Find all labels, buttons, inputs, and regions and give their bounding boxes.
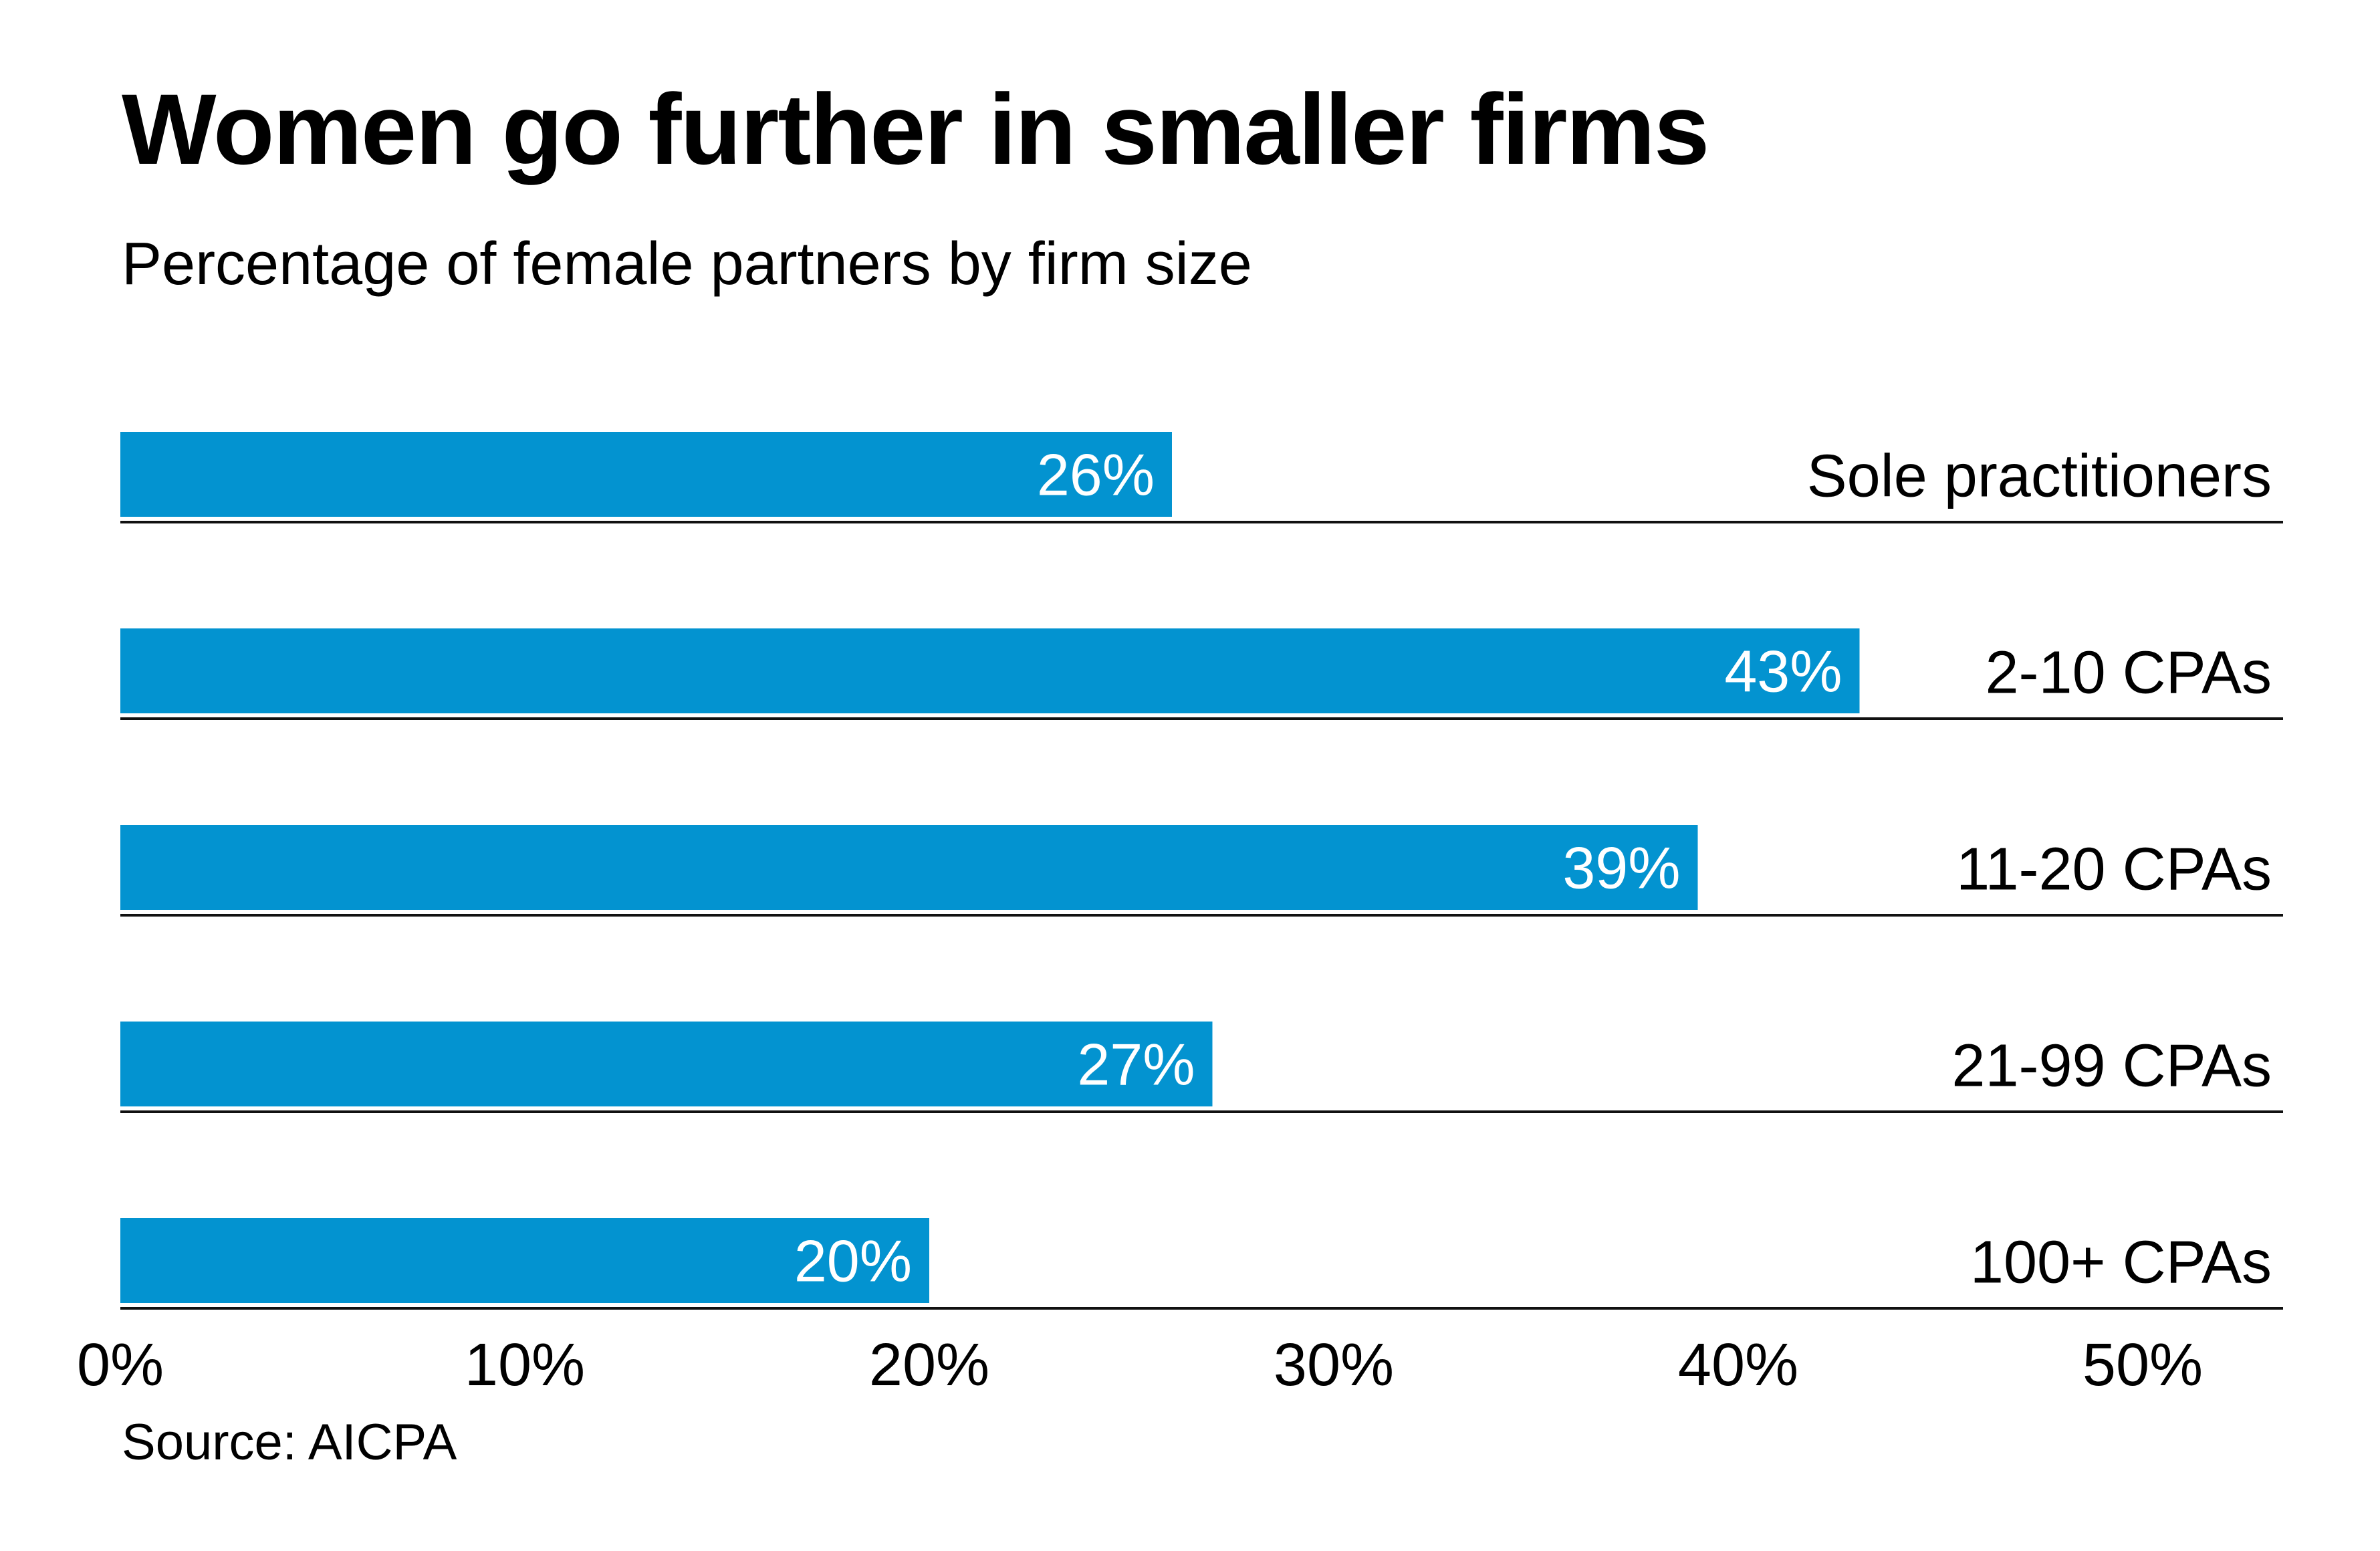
bar-row: 20% 100+ CPAs	[120, 1218, 2283, 1310]
chart-subtitle: Percentage of female partners by firm si…	[122, 231, 1252, 297]
bar-row: 43% 2-10 CPAs	[120, 628, 2283, 720]
bar	[120, 1218, 929, 1303]
bar	[120, 825, 1698, 910]
x-tick-label: 30%	[1274, 1332, 1394, 1399]
bar-value-label: 20%	[794, 1228, 912, 1294]
bar-value-label: 39%	[1562, 835, 1680, 901]
category-label: 21-99 CPAs	[1951, 1033, 2272, 1100]
bar-value-label: 27%	[1077, 1032, 1195, 1098]
bar-value-label: 26%	[1037, 442, 1155, 508]
category-label: 2-10 CPAs	[1985, 640, 2272, 707]
chart-title: Women go further in smaller firms	[122, 73, 1709, 185]
category-label: Sole practitioners	[1807, 443, 2272, 510]
x-tick-label: 10%	[465, 1332, 585, 1399]
category-label: 100+ CPAs	[1970, 1229, 2272, 1296]
bar	[120, 628, 1860, 713]
bar-value-label: 43%	[1724, 638, 1842, 705]
bar-row: 26% Sole practitioners	[120, 432, 2283, 523]
bar-row: 39% 11-20 CPAs	[120, 825, 2283, 917]
bars-layer: 26% Sole practitioners 43% 2-10 CPAs 39% 11-2…	[120, 432, 2283, 1310]
x-tick-label: 50%	[2082, 1332, 2203, 1399]
x-tick-label: 0%	[77, 1332, 164, 1399]
source-note: Source: AICPA	[122, 1414, 457, 1471]
x-tick-label: 20%	[869, 1332, 989, 1399]
bar	[120, 1022, 1213, 1106]
category-label: 11-20 CPAs	[1956, 836, 2272, 903]
bar	[120, 432, 1172, 517]
x-axis-ticks: 0% 10% 20% 30% 40% 50%	[77, 1332, 2203, 1399]
bar-row: 27% 21-99 CPAs	[120, 1022, 2283, 1113]
x-tick-label: 40%	[1678, 1332, 1798, 1399]
